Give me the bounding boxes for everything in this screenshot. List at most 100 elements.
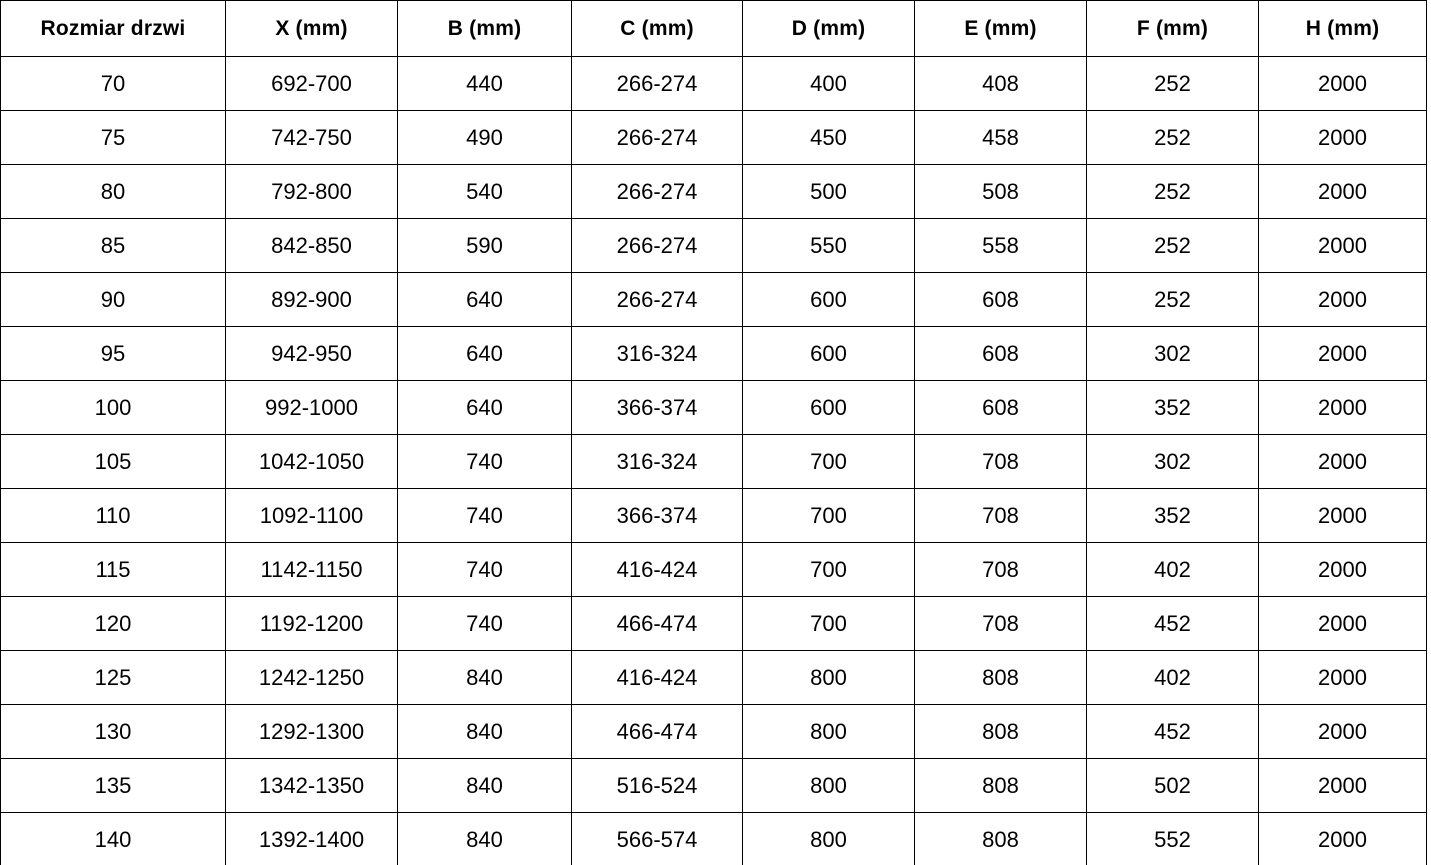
cell-value: 2000 (1258, 110, 1427, 165)
cell-value: 942-950 (225, 326, 398, 381)
cell-door-size: 85 (0, 218, 226, 273)
column-header-3: C (mm) (571, 0, 743, 57)
cell-value: 792-800 (225, 164, 398, 219)
table-row: 75 742-750 490 266-274 450 458 252 2000 (0, 110, 1427, 165)
column-header-1: X (mm) (225, 0, 398, 57)
cell-value: 600 (742, 380, 915, 435)
cell-door-size: 100 (0, 380, 226, 435)
cell-value: 366-374 (571, 380, 743, 435)
table-row: 130 1292-1300 840 466-474 800 808 452 2000 (0, 704, 1427, 759)
cell-value: 740 (397, 488, 572, 543)
cell-value: 266-274 (571, 110, 743, 165)
cell-value: 640 (397, 326, 572, 381)
cell-value: 450 (742, 110, 915, 165)
cell-value: 508 (914, 164, 1087, 219)
cell-value: 502 (1086, 758, 1259, 813)
cell-value: 352 (1086, 380, 1259, 435)
cell-value: 708 (914, 488, 1087, 543)
cell-value: 840 (397, 758, 572, 813)
cell-value: 608 (914, 272, 1087, 327)
cell-value: 302 (1086, 326, 1259, 381)
table-row: 85 842-850 590 266-274 550 558 252 2000 (0, 218, 1427, 273)
cell-value: 800 (742, 758, 915, 813)
cell-door-size: 140 (0, 812, 226, 865)
table-row: 80 792-800 540 266-274 500 508 252 2000 (0, 164, 1427, 219)
cell-value: 1392-1400 (225, 812, 398, 865)
cell-value: 540 (397, 164, 572, 219)
column-header-6: F (mm) (1086, 0, 1259, 57)
cell-value: 1292-1300 (225, 704, 398, 759)
cell-value: 640 (397, 380, 572, 435)
cell-value: 2000 (1258, 758, 1427, 813)
cell-value: 466-474 (571, 704, 743, 759)
cell-value: 252 (1086, 218, 1259, 273)
table-row: 95 942-950 640 316-324 600 608 302 2000 (0, 326, 1427, 381)
cell-door-size: 120 (0, 596, 226, 651)
cell-value: 1092-1100 (225, 488, 398, 543)
column-header-2: B (mm) (397, 0, 572, 57)
column-header-0: Rozmiar drzwi (0, 0, 226, 57)
cell-value: 1192-1200 (225, 596, 398, 651)
cell-value: 2000 (1258, 272, 1427, 327)
cell-value: 490 (397, 110, 572, 165)
cell-value: 700 (742, 434, 915, 489)
table-row: 135 1342-1350 840 516-524 800 808 502 2000 (0, 758, 1427, 813)
cell-value: 640 (397, 272, 572, 327)
cell-value: 800 (742, 704, 915, 759)
cell-value: 558 (914, 218, 1087, 273)
cell-door-size: 90 (0, 272, 226, 327)
cell-value: 842-850 (225, 218, 398, 273)
cell-value: 800 (742, 650, 915, 705)
cell-door-size: 110 (0, 488, 226, 543)
cell-value: 2000 (1258, 488, 1427, 543)
table-row: 125 1242-1250 840 416-424 800 808 402 2000 (0, 650, 1427, 705)
cell-value: 316-324 (571, 434, 743, 489)
cell-value: 840 (397, 704, 572, 759)
cell-value: 808 (914, 758, 1087, 813)
cell-value: 550 (742, 218, 915, 273)
cell-door-size: 125 (0, 650, 226, 705)
cell-value: 266-274 (571, 164, 743, 219)
cell-door-size: 70 (0, 56, 226, 111)
cell-value: 700 (742, 488, 915, 543)
cell-value: 458 (914, 110, 1087, 165)
cell-value: 552 (1086, 812, 1259, 865)
column-header-4: D (mm) (742, 0, 915, 57)
cell-value: 266-274 (571, 218, 743, 273)
table-row: 140 1392-1400 840 566-574 800 808 552 2000 (0, 812, 1427, 865)
cell-door-size: 135 (0, 758, 226, 813)
cell-value: 740 (397, 434, 572, 489)
cell-value: 452 (1086, 704, 1259, 759)
cell-value: 700 (742, 542, 915, 597)
cell-value: 2000 (1258, 218, 1427, 273)
cell-value: 302 (1086, 434, 1259, 489)
cell-value: 600 (742, 326, 915, 381)
cell-value: 516-524 (571, 758, 743, 813)
cell-value: 992-1000 (225, 380, 398, 435)
cell-value: 400 (742, 56, 915, 111)
cell-value: 2000 (1258, 326, 1427, 381)
cell-value: 266-274 (571, 272, 743, 327)
cell-value: 266-274 (571, 56, 743, 111)
cell-value: 2000 (1258, 434, 1427, 489)
cell-value: 316-324 (571, 326, 743, 381)
header-row: Rozmiar drzwi X (mm) B (mm) C (mm) D (mm) E (… (0, 0, 1427, 57)
cell-value: 708 (914, 434, 1087, 489)
cell-value: 452 (1086, 596, 1259, 651)
cell-value: 566-574 (571, 812, 743, 865)
cell-value: 1242-1250 (225, 650, 398, 705)
column-header-7: H (mm) (1258, 0, 1427, 57)
cell-door-size: 80 (0, 164, 226, 219)
cell-door-size: 75 (0, 110, 226, 165)
cell-value: 2000 (1258, 542, 1427, 597)
cell-door-size: 105 (0, 434, 226, 489)
cell-value: 840 (397, 650, 572, 705)
table-header: Rozmiar drzwi X (mm) B (mm) C (mm) D (mm) E (… (0, 0, 1427, 57)
cell-value: 740 (397, 542, 572, 597)
cell-value: 252 (1086, 110, 1259, 165)
cell-door-size: 95 (0, 326, 226, 381)
cell-value: 2000 (1258, 704, 1427, 759)
cell-value: 800 (742, 812, 915, 865)
cell-value: 742-750 (225, 110, 398, 165)
